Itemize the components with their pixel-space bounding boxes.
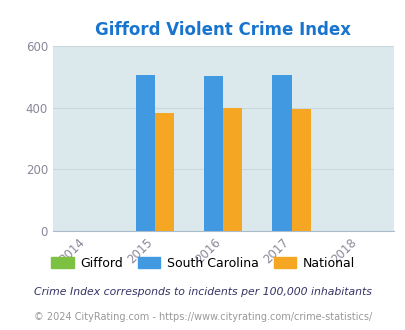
Legend: Gifford, South Carolina, National: Gifford, South Carolina, National — [46, 252, 359, 275]
Text: Crime Index corresponds to incidents per 100,000 inhabitants: Crime Index corresponds to incidents per… — [34, 287, 371, 297]
Title: Gifford Violent Crime Index: Gifford Violent Crime Index — [95, 21, 350, 39]
Bar — [272, 75, 291, 231]
Bar — [136, 75, 155, 231]
Text: © 2024 CityRating.com - https://www.cityrating.com/crime-statistics/: © 2024 CityRating.com - https://www.city… — [34, 313, 371, 322]
Bar — [223, 108, 242, 231]
Bar — [291, 109, 310, 231]
Bar — [204, 76, 223, 231]
Bar — [155, 113, 174, 231]
